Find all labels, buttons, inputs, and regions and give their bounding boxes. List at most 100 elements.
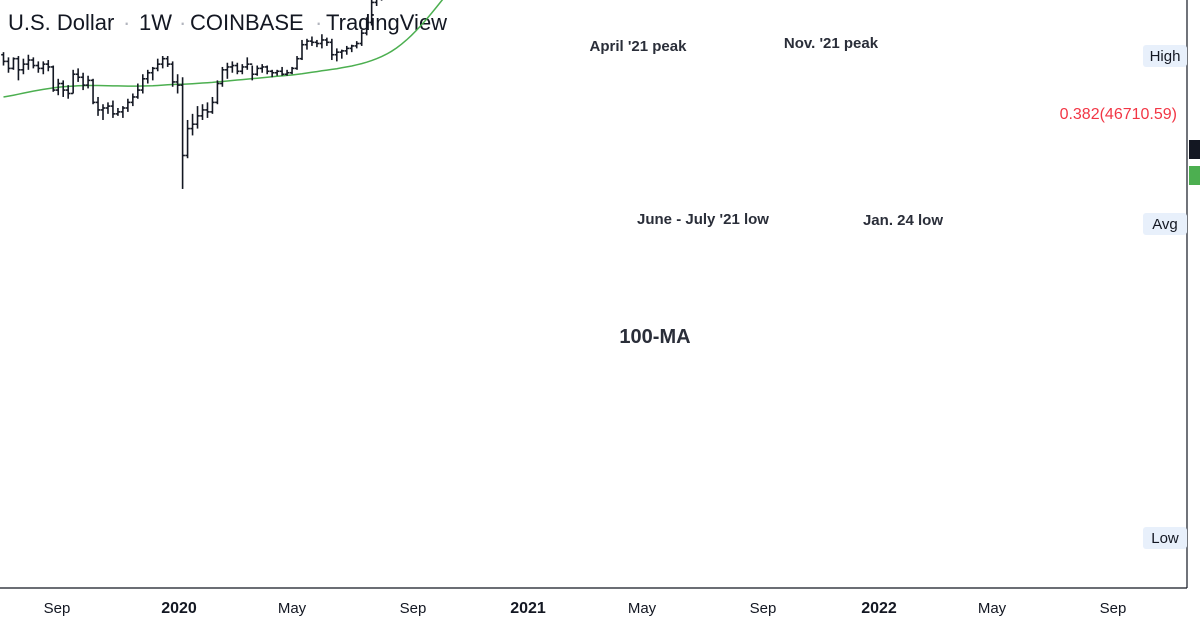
ohlc-bar[interactable] [60,80,66,97]
ohlc-bar[interactable] [36,61,41,73]
ohlc-bar[interactable] [289,66,295,75]
ohlc-bar[interactable] [274,69,280,76]
ohlc-bar[interactable] [269,69,275,78]
ohlc-bar[interactable] [140,74,146,94]
ohlc-bar[interactable] [160,56,165,69]
interval-label: 1W [139,10,172,35]
ohlc-bar[interactable] [11,57,16,70]
ohlc-bar[interactable] [309,36,315,46]
ohlc-bar[interactable] [220,66,225,87]
ohlc-bar[interactable] [314,39,320,48]
ohlc-bar[interactable] [299,39,305,61]
ohlc-bar[interactable] [145,69,151,84]
ohlc-bar[interactable] [259,64,265,73]
ohlc-bar[interactable] [319,34,325,49]
june-july-low-label: June - July '21 low [637,211,769,228]
source-label: TradingView [326,10,447,35]
ohlc-bar[interactable] [135,83,141,99]
moving-average [3,0,715,98]
ohlc-bar[interactable] [324,37,330,46]
ohlc-bars [1,0,384,189]
ohlc-bar[interactable] [105,102,111,114]
ohlc-bar[interactable] [339,49,345,59]
ohlc-bar[interactable] [31,57,36,69]
ohlc-bar[interactable] [65,85,71,99]
ohlc-bar[interactable] [6,57,11,73]
ohlc-bar[interactable] [235,62,240,75]
time-axis-label: 2020 [161,600,197,617]
ohlc-bar[interactable] [294,56,300,70]
time-axis-label: May [278,600,307,617]
ohlc-bar[interactable] [264,65,270,75]
ohlc-bar[interactable] [1,52,6,66]
ohlc-bar[interactable] [279,66,285,76]
time-axis-label: Sep [44,600,71,617]
ohlc-bar[interactable] [200,104,205,120]
ohlc-bar[interactable] [185,119,190,159]
ohlc-bar[interactable] [55,78,61,96]
ohlc-bar[interactable] [379,0,384,1]
ohlc-bar[interactable] [115,107,121,116]
low-tag[interactable] [1143,527,1187,549]
ohlc-bar[interactable] [26,54,31,70]
april-peak-label: April '21 peak [590,38,688,55]
avg-tag[interactable] [1143,213,1187,235]
ohlc-bar[interactable] [225,62,230,79]
ohlc-bar[interactable] [254,65,260,76]
ohlc-bar[interactable] [100,104,106,120]
ohlc-bar[interactable] [304,38,310,50]
ohlc-bar[interactable] [150,66,156,81]
time-axis-label: 2021 [510,600,546,617]
fib-level-label: 0.382(46710.59) [1060,106,1177,123]
ohlc-bar[interactable] [210,96,215,114]
ohlc-bar[interactable] [170,61,175,87]
ohlc-bar[interactable] [205,102,210,118]
ohlc-bar[interactable] [195,106,200,129]
ohlc-bar[interactable] [369,0,374,26]
ohlc-bar[interactable] [190,113,195,136]
time-axis-labels: Sep 2020 May Sep 2021 May Sep 2022 May Sep [44,600,1127,617]
ohlc-bar[interactable] [244,57,250,70]
ohlc-bar[interactable] [344,45,350,55]
ohlc-bar[interactable] [354,41,360,49]
ohlc-bar[interactable] [80,72,86,91]
low-tag-label: Low [1151,530,1179,547]
ohlc-bar[interactable] [230,61,235,73]
ohlc-bar[interactable] [125,98,131,112]
ohlc-bar[interactable] [334,48,340,62]
ohlc-bar[interactable] [165,56,170,67]
ohlc-bar[interactable] [21,58,26,75]
ohlc-bar[interactable] [50,65,56,92]
ohlc-bar[interactable] [45,60,51,72]
ohlc-bar[interactable] [249,63,255,81]
ohlc-bar[interactable] [374,0,379,6]
ohlc-bar[interactable] [180,77,185,189]
ohlc-bar[interactable] [130,93,136,107]
ohlc-bar[interactable] [240,64,245,75]
ohlc-bar[interactable] [90,78,96,105]
ohlc-bar[interactable] [120,106,126,118]
ohlc-bar[interactable] [75,68,81,82]
ohlc-bar[interactable] [85,75,91,89]
ohlc-bar[interactable] [175,74,180,94]
ohlc-bar[interactable] [284,69,290,76]
ohlc-bar[interactable] [349,44,355,53]
ohlc-bar[interactable] [155,58,161,72]
ohlc-bar[interactable] [364,17,369,36]
ohlc-bar[interactable] [70,69,76,95]
ohlc-bar[interactable] [41,61,46,75]
avg-tag-label: Avg [1152,216,1178,233]
ohlc-bar[interactable] [95,96,101,116]
ma-line[interactable] [3,0,715,98]
ohlc-bar[interactable] [16,56,21,81]
high-tag[interactable] [1143,45,1187,67]
last-price-marker [1189,140,1200,159]
ohlc-bar[interactable] [215,80,220,105]
high-tag-label: High [1150,48,1181,65]
symbol-title: U.S. Dollar [8,10,114,35]
ohlc-bar[interactable] [359,29,364,46]
ohlc-bar[interactable] [110,100,116,118]
time-axis-label: May [978,600,1007,617]
ohlc-bar[interactable] [329,38,335,61]
